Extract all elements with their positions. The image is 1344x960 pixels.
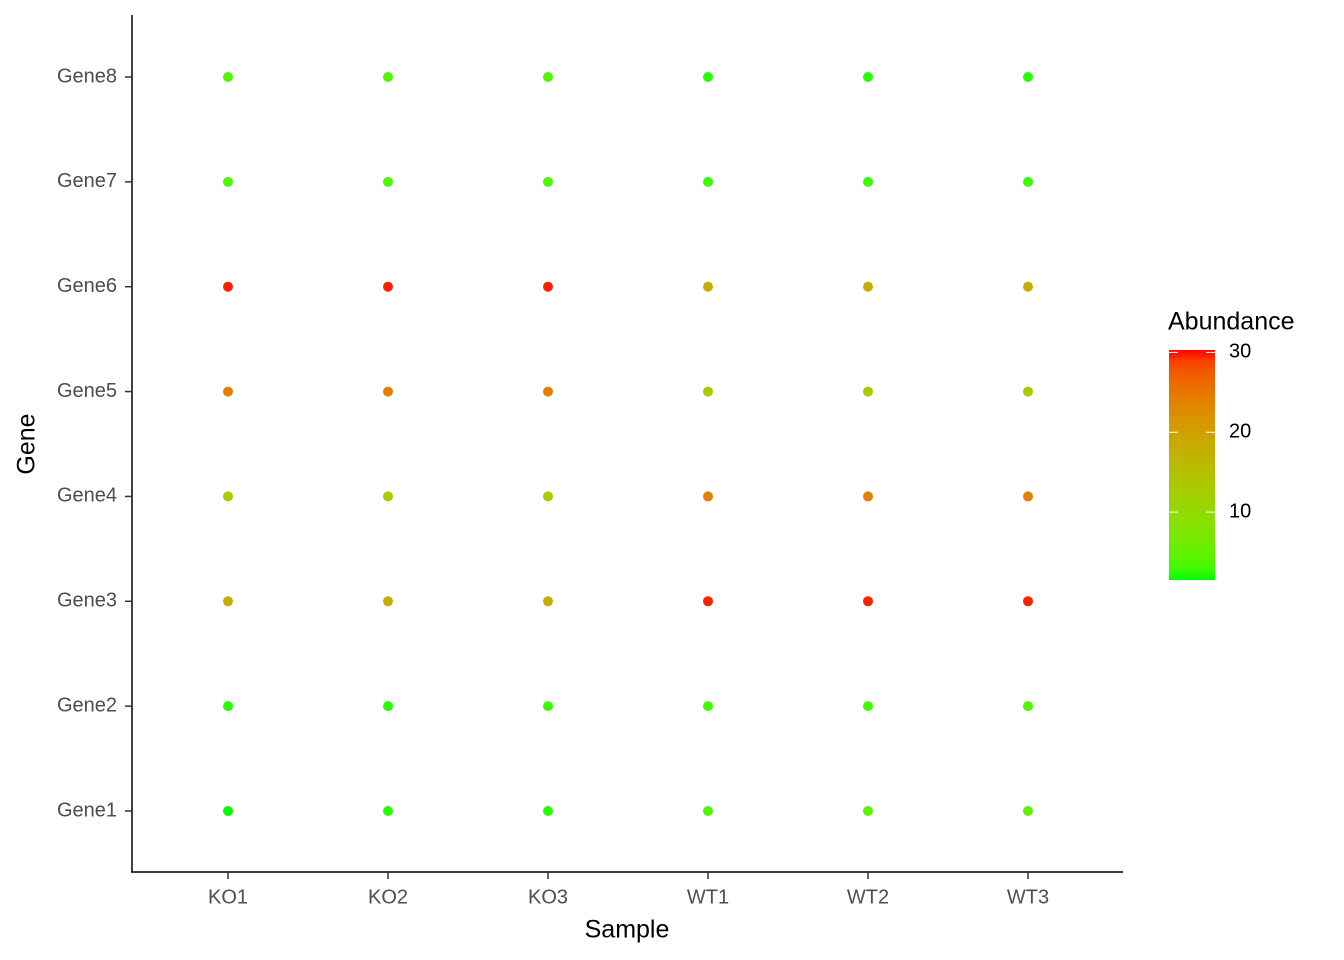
dot [543,176,553,187]
dot [223,806,233,816]
colorbar-tick-label: 20 [1229,421,1251,443]
dot [703,72,713,82]
dot [863,596,873,607]
x-tick-label: KO1 [208,886,248,908]
dot [223,701,233,712]
dot [223,176,233,187]
dot [1023,72,1033,82]
legend-title: Abundance [1168,308,1295,336]
dot [1023,176,1033,187]
x-tick-label: WT2 [847,886,889,908]
colorbar [1169,350,1215,580]
dot [383,491,393,502]
dot [543,491,553,502]
dot [863,701,873,712]
dot [1023,806,1033,816]
dot [223,386,233,397]
dot [703,281,713,292]
dot [863,806,873,816]
dot [1023,596,1033,607]
dot [863,386,873,397]
dot [703,176,713,187]
dot [543,281,553,292]
dot [703,491,713,502]
dot [1023,281,1033,292]
x-tick-label: KO2 [368,886,408,908]
dot [543,701,553,712]
dot [383,386,393,397]
x-tick-label: WT1 [687,886,729,908]
dot [383,596,393,607]
y-tick-label: Gene6 [57,275,117,297]
x-axis-title: Sample [585,916,670,944]
y-tick-label: Gene7 [57,170,117,192]
dot [543,386,553,397]
dot [223,491,233,502]
colorbar-tick-label: 10 [1229,500,1251,522]
dot [383,176,393,187]
y-tick-label: Gene5 [57,380,117,402]
dot [863,491,873,502]
dot [223,72,233,82]
dot [1023,491,1033,502]
dot [703,596,713,607]
x-tick-label: KO3 [528,886,568,908]
dot [703,806,713,816]
dot [223,596,233,607]
colorbar-tick-label: 30 [1229,341,1251,363]
dot [863,281,873,292]
dot [863,72,873,82]
dot [383,806,393,816]
dot [543,596,553,607]
y-tick-label: Gene4 [57,485,117,507]
y-tick-label: Gene2 [57,694,117,716]
dot [703,386,713,397]
dot [223,281,233,292]
dot [863,176,873,187]
dot [383,701,393,712]
y-axis-title: Gene [13,413,41,474]
dot [383,72,393,82]
dot [703,701,713,712]
dot [1023,386,1033,397]
dot [383,281,393,292]
dot [1023,701,1033,712]
y-tick-label: Gene1 [57,799,117,821]
dot [543,72,553,82]
y-tick-label: Gene3 [57,590,117,612]
dot [543,806,553,816]
y-tick-label: Gene8 [57,65,117,87]
x-tick-label: WT3 [1007,886,1049,908]
